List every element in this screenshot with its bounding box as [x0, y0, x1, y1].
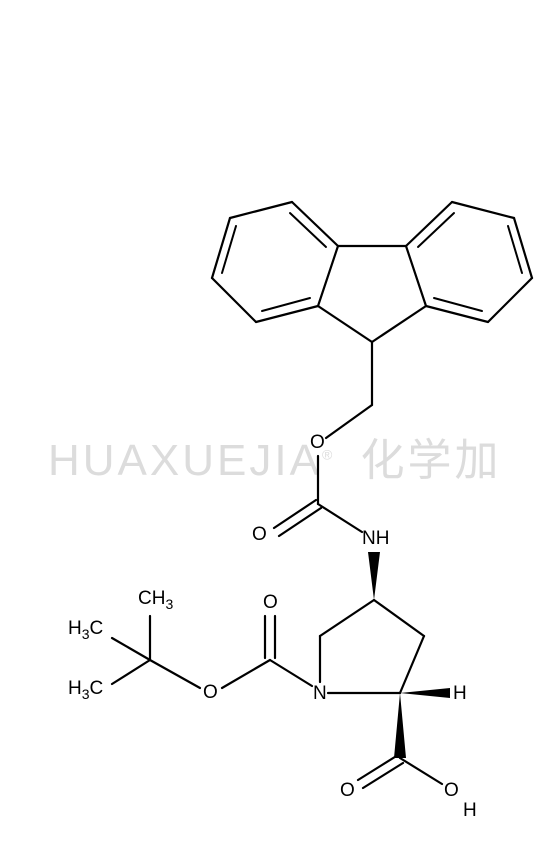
- label-text: O: [310, 432, 325, 453]
- label-text: H: [453, 683, 467, 704]
- label-o: O: [444, 780, 459, 802]
- bond: [279, 508, 321, 536]
- bond: [212, 218, 230, 278]
- wedge-bond: [368, 552, 380, 600]
- bond: [326, 405, 372, 438]
- bond: [363, 763, 403, 788]
- bond: [406, 246, 426, 306]
- bond: [212, 278, 256, 322]
- label-text: O: [252, 524, 267, 545]
- label-text: H: [68, 678, 82, 699]
- label-text: N: [313, 683, 327, 704]
- label-nh: NH: [362, 528, 389, 550]
- bond: [150, 660, 200, 688]
- bond: [426, 306, 488, 322]
- structure-canvas: HUAXUEJIA® 化学加: [0, 0, 558, 853]
- label-text: H: [463, 800, 477, 821]
- molecule-svg: [0, 0, 558, 853]
- label-h: H: [453, 683, 467, 705]
- bond: [452, 202, 514, 218]
- bond: [318, 504, 362, 532]
- label-text: C: [90, 678, 104, 699]
- label-ch3: CH3: [138, 588, 173, 612]
- label-o: O: [340, 780, 355, 802]
- label-h-oh: H: [463, 800, 477, 822]
- bond: [488, 278, 532, 322]
- label-text: O: [203, 682, 218, 703]
- label-o: O: [263, 592, 278, 614]
- label-text: O: [340, 780, 355, 801]
- label-o: O: [203, 682, 218, 704]
- wedge-bond: [394, 693, 406, 758]
- bond: [270, 660, 312, 686]
- bond: [318, 246, 338, 306]
- wedge-bond: [400, 688, 450, 698]
- bond: [400, 758, 442, 784]
- bond: [406, 202, 452, 246]
- bond: [514, 218, 532, 278]
- label-sub: 3: [82, 686, 90, 702]
- label-text: NH: [362, 528, 389, 549]
- label-o: O: [252, 524, 267, 546]
- bond-db: [508, 226, 522, 273]
- label-sub: 3: [82, 626, 90, 642]
- bond: [112, 638, 150, 660]
- label-n: N: [313, 683, 327, 705]
- label-ch3-ll: H3C: [68, 678, 103, 702]
- bond: [358, 755, 398, 780]
- bond: [400, 636, 424, 693]
- bond-db: [222, 226, 236, 273]
- bond: [320, 600, 374, 636]
- bond: [318, 306, 372, 342]
- label-text: O: [444, 780, 459, 801]
- bond: [292, 202, 338, 246]
- label-text: H: [68, 618, 82, 639]
- label-h3c: H3C: [68, 618, 103, 642]
- label-text: C: [90, 618, 104, 639]
- bond: [230, 202, 292, 218]
- bond: [222, 660, 270, 688]
- label-o: O: [310, 432, 325, 454]
- label-text: CH: [138, 588, 165, 609]
- bond: [372, 306, 426, 342]
- bond: [256, 306, 318, 322]
- bond: [374, 600, 424, 636]
- label-sub: 3: [165, 596, 173, 612]
- bond: [112, 660, 150, 684]
- bond: [274, 500, 316, 528]
- label-text: O: [263, 592, 278, 613]
